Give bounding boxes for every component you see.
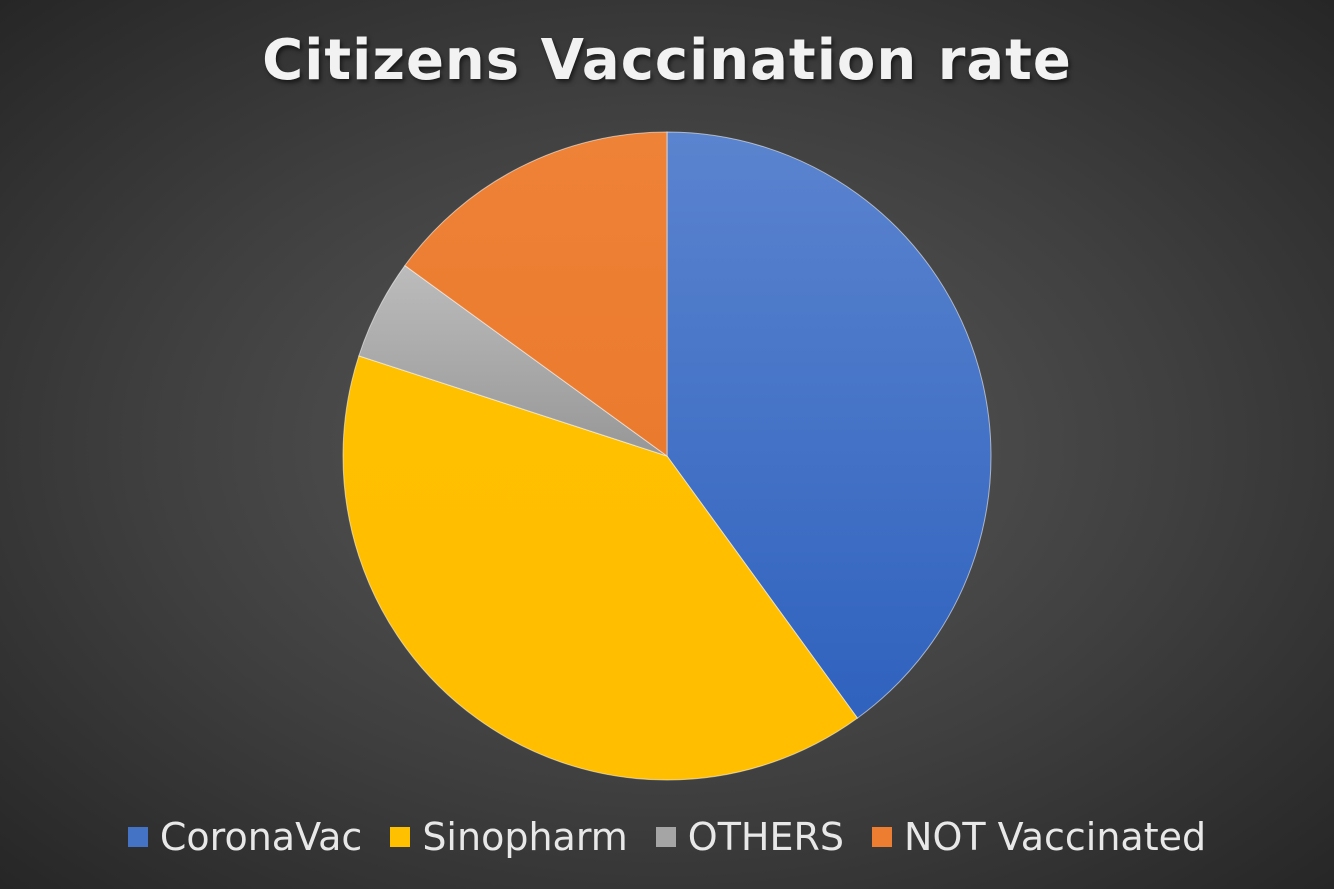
legend-swatch-others	[655, 827, 676, 847]
legend-item-others: OTHERS	[655, 812, 845, 862]
legend-item-sinopharm: Sinopharm	[390, 812, 628, 862]
legend-label-sinopharm: Sinopharm	[422, 815, 628, 859]
legend-label-others: OTHERS	[687, 815, 845, 859]
legend: CoronaVac Sinopharm OTHERS NOT Vaccinate…	[0, 812, 1334, 862]
pie-slice-sinopharm	[342, 355, 859, 781]
pie-slice-coronavac	[666, 131, 992, 719]
legend-swatch-coronavac	[127, 827, 148, 847]
legend-label-not-vaccinated: NOT Vaccinated	[904, 815, 1207, 859]
legend-swatch-not-vaccinated	[872, 827, 893, 847]
legend-item-not-vaccinated: NOT Vaccinated	[872, 812, 1206, 862]
legend-swatch-sinopharm	[390, 827, 411, 847]
legend-label-coronavac: CoronaVac	[159, 815, 363, 859]
legend-item-coronavac: CoronaVac	[127, 812, 363, 862]
chart-title: Citizens Vaccination rate	[262, 28, 1072, 93]
pie-slice-not-vaccinated	[404, 131, 668, 457]
